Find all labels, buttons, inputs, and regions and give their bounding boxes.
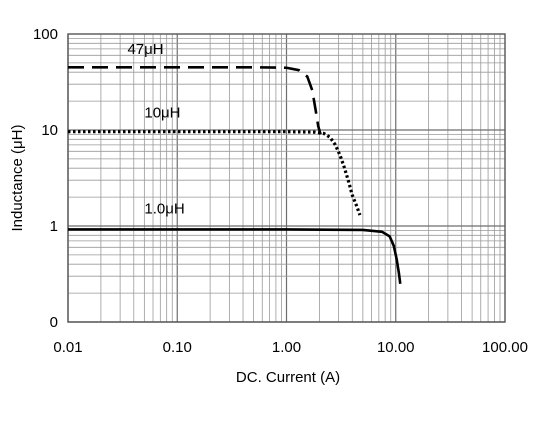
series-line-1 (68, 130, 362, 216)
y-tick-label: 0 (50, 314, 58, 331)
series-line-2 (68, 228, 402, 284)
series-lines (68, 65, 402, 284)
plot-border (67, 33, 506, 323)
x-tick-label: 0.01 (53, 339, 82, 356)
y-tick-label: 10 (41, 122, 58, 139)
series-label-2: 1.0μH (144, 200, 184, 217)
plot-grid (67, 33, 506, 323)
series-line-0 (68, 65, 322, 135)
x-tick-label: 100.00 (482, 339, 528, 356)
x-tick-label: 1.00 (272, 339, 301, 356)
x-axis-label: DC. Current (A) (236, 369, 340, 386)
y-tick-label: 1 (50, 218, 58, 235)
x-tick-label: 0.10 (163, 339, 192, 356)
y-axis-label: Inductance (μH) (9, 124, 26, 231)
series-label-0: 47μH (127, 41, 163, 58)
x-tick-label: 10.00 (377, 339, 415, 356)
y-tick-label: 100 (33, 26, 58, 43)
series-labels: 47μH 10μH 1.0μH (127, 41, 184, 218)
series-label-1: 10μH (144, 104, 180, 121)
